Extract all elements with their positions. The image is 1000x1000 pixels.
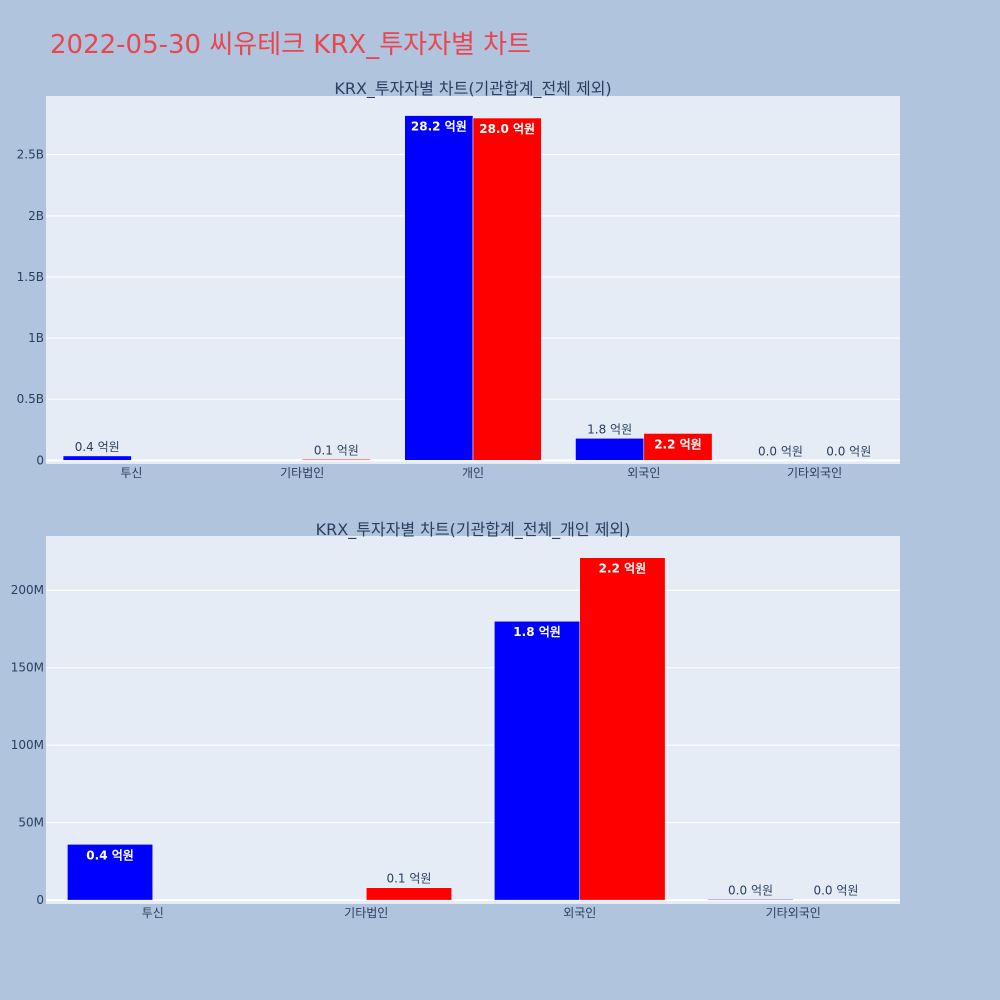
y-tick-label: 150M xyxy=(11,661,44,675)
data-label: 0.1 억원 xyxy=(386,872,431,886)
x-tick-label: 외국인 xyxy=(563,906,596,920)
x-tick-label: 기타외국인 xyxy=(766,906,821,920)
bar xyxy=(494,620,581,901)
y-tick-label: 50M xyxy=(18,816,44,830)
y-tick-label: 2.5B xyxy=(17,148,44,162)
y-tick-label: 0 xyxy=(36,453,44,467)
data-label: 0.4 억원 xyxy=(75,440,120,454)
y-tick-label: 0 xyxy=(36,893,44,907)
data-label: 1.8 억원 xyxy=(587,422,632,436)
bar xyxy=(579,557,666,901)
bar xyxy=(301,459,371,461)
data-label: 2.2 억원 xyxy=(654,437,702,451)
chart-panel-1: 0 0.5B 1B 1.5B 2B 2.5B KRX_투자자별 차트(기관합계_전체 제외)… xyxy=(17,79,900,480)
bar xyxy=(643,433,713,461)
x-tick-label: 기타외국인 xyxy=(787,466,842,480)
x-tick-label: 투신 xyxy=(142,906,164,920)
y-tick-label: 200M xyxy=(11,583,44,597)
bar xyxy=(404,115,474,461)
chart-panel-2: 0 50M 100M 150M 200M KRX_투자자별 차트(기관합계_전체_개인 제… xyxy=(11,520,900,920)
chart-title: KRX_투자자별 차트(기관합계_전체 제외) xyxy=(334,79,611,99)
x-tick-label: 외국인 xyxy=(627,466,660,480)
data-label: 28.2 억원 xyxy=(411,120,467,134)
data-label: 0.0 억원 xyxy=(728,883,773,897)
y-tick-label: 1.5B xyxy=(17,270,44,284)
plot-area xyxy=(46,536,900,904)
data-label: 0.4 억원 xyxy=(86,848,134,862)
bar xyxy=(366,887,452,901)
bar xyxy=(62,455,132,461)
data-label: 1.8 억원 xyxy=(513,625,561,639)
x-tick-label: 개인 xyxy=(462,466,484,480)
x-tick-label: 투신 xyxy=(120,466,142,480)
data-label: 0.1 억원 xyxy=(314,443,359,457)
data-label: 28.0 억원 xyxy=(479,122,535,136)
x-tick-label: 기타법인 xyxy=(280,466,324,480)
y-tick-label: 100M xyxy=(11,738,44,752)
y-tick-label: 2B xyxy=(28,209,44,223)
page-title: 2022-05-30 씨유테크 KRX_투자자별 차트 xyxy=(50,30,532,60)
data-label: 0.0 억원 xyxy=(758,444,803,458)
x-tick-label: 기타법인 xyxy=(344,906,388,920)
y-tick-label: 1B xyxy=(28,331,44,345)
data-label: 0.0 억원 xyxy=(826,444,871,458)
y-tick-label: 0.5B xyxy=(17,392,44,406)
bar xyxy=(67,844,153,901)
chart-title: KRX_투자자별 차트(기관합계_전체_개인 제외) xyxy=(316,520,631,540)
bar xyxy=(575,438,645,461)
data-label: 2.2 억원 xyxy=(599,562,647,576)
bar xyxy=(472,117,542,461)
data-label: 0.0 억원 xyxy=(813,884,858,898)
bar xyxy=(707,899,794,901)
